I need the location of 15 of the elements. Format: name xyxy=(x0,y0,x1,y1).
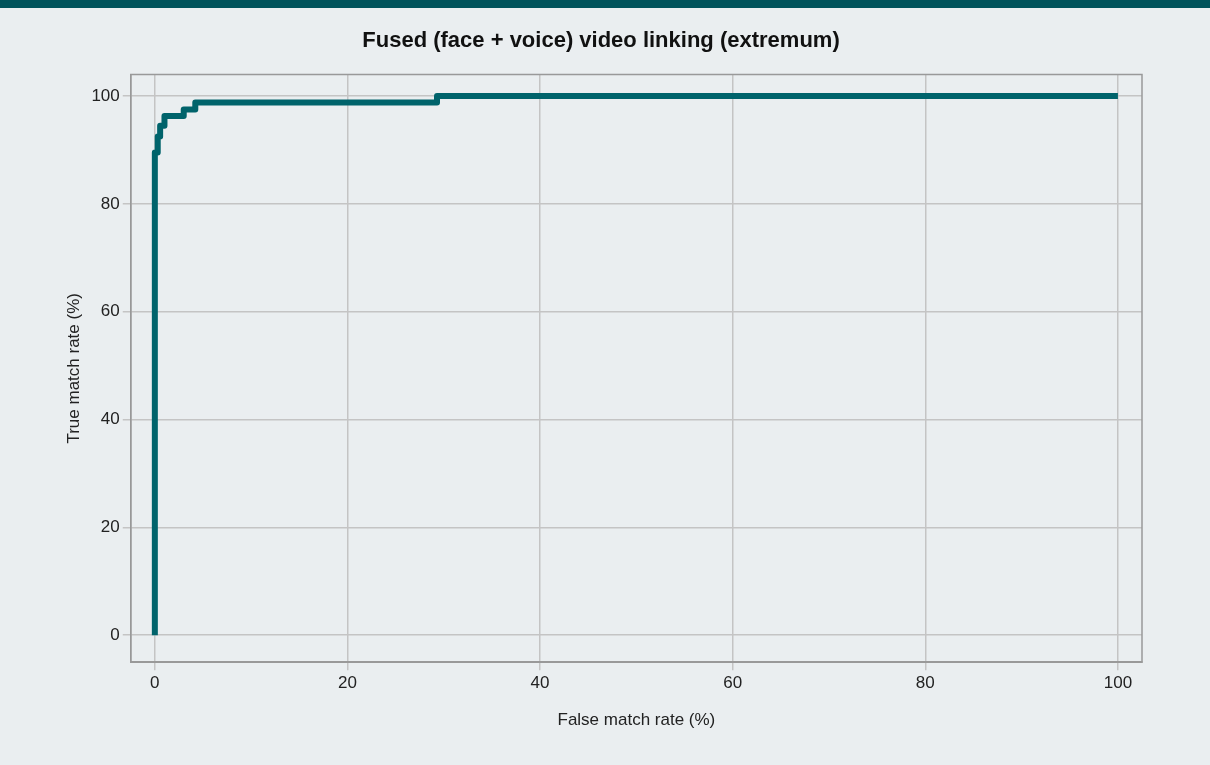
x-tick-label: 0 xyxy=(150,673,160,693)
x-tick-label: 100 xyxy=(1103,673,1133,693)
x-tick-label: 60 xyxy=(723,673,743,693)
x-axis-title: False match rate (%) xyxy=(557,710,716,730)
y-tick-label: 0 xyxy=(110,624,120,644)
y-tick-label: 60 xyxy=(100,301,120,321)
y-tick-label: 100 xyxy=(91,85,120,105)
y-axis-title: True match rate (%) xyxy=(63,293,83,444)
x-tick-label: 20 xyxy=(338,673,357,693)
chart-title: Fused (face + voice) video linking (extremum) xyxy=(362,27,840,53)
x-tick-label: 80 xyxy=(915,673,935,693)
y-tick-label: 80 xyxy=(100,193,120,213)
y-tick-label: 20 xyxy=(100,517,120,537)
x-tick-label: 40 xyxy=(530,673,550,693)
y-tick-label: 40 xyxy=(100,409,120,429)
